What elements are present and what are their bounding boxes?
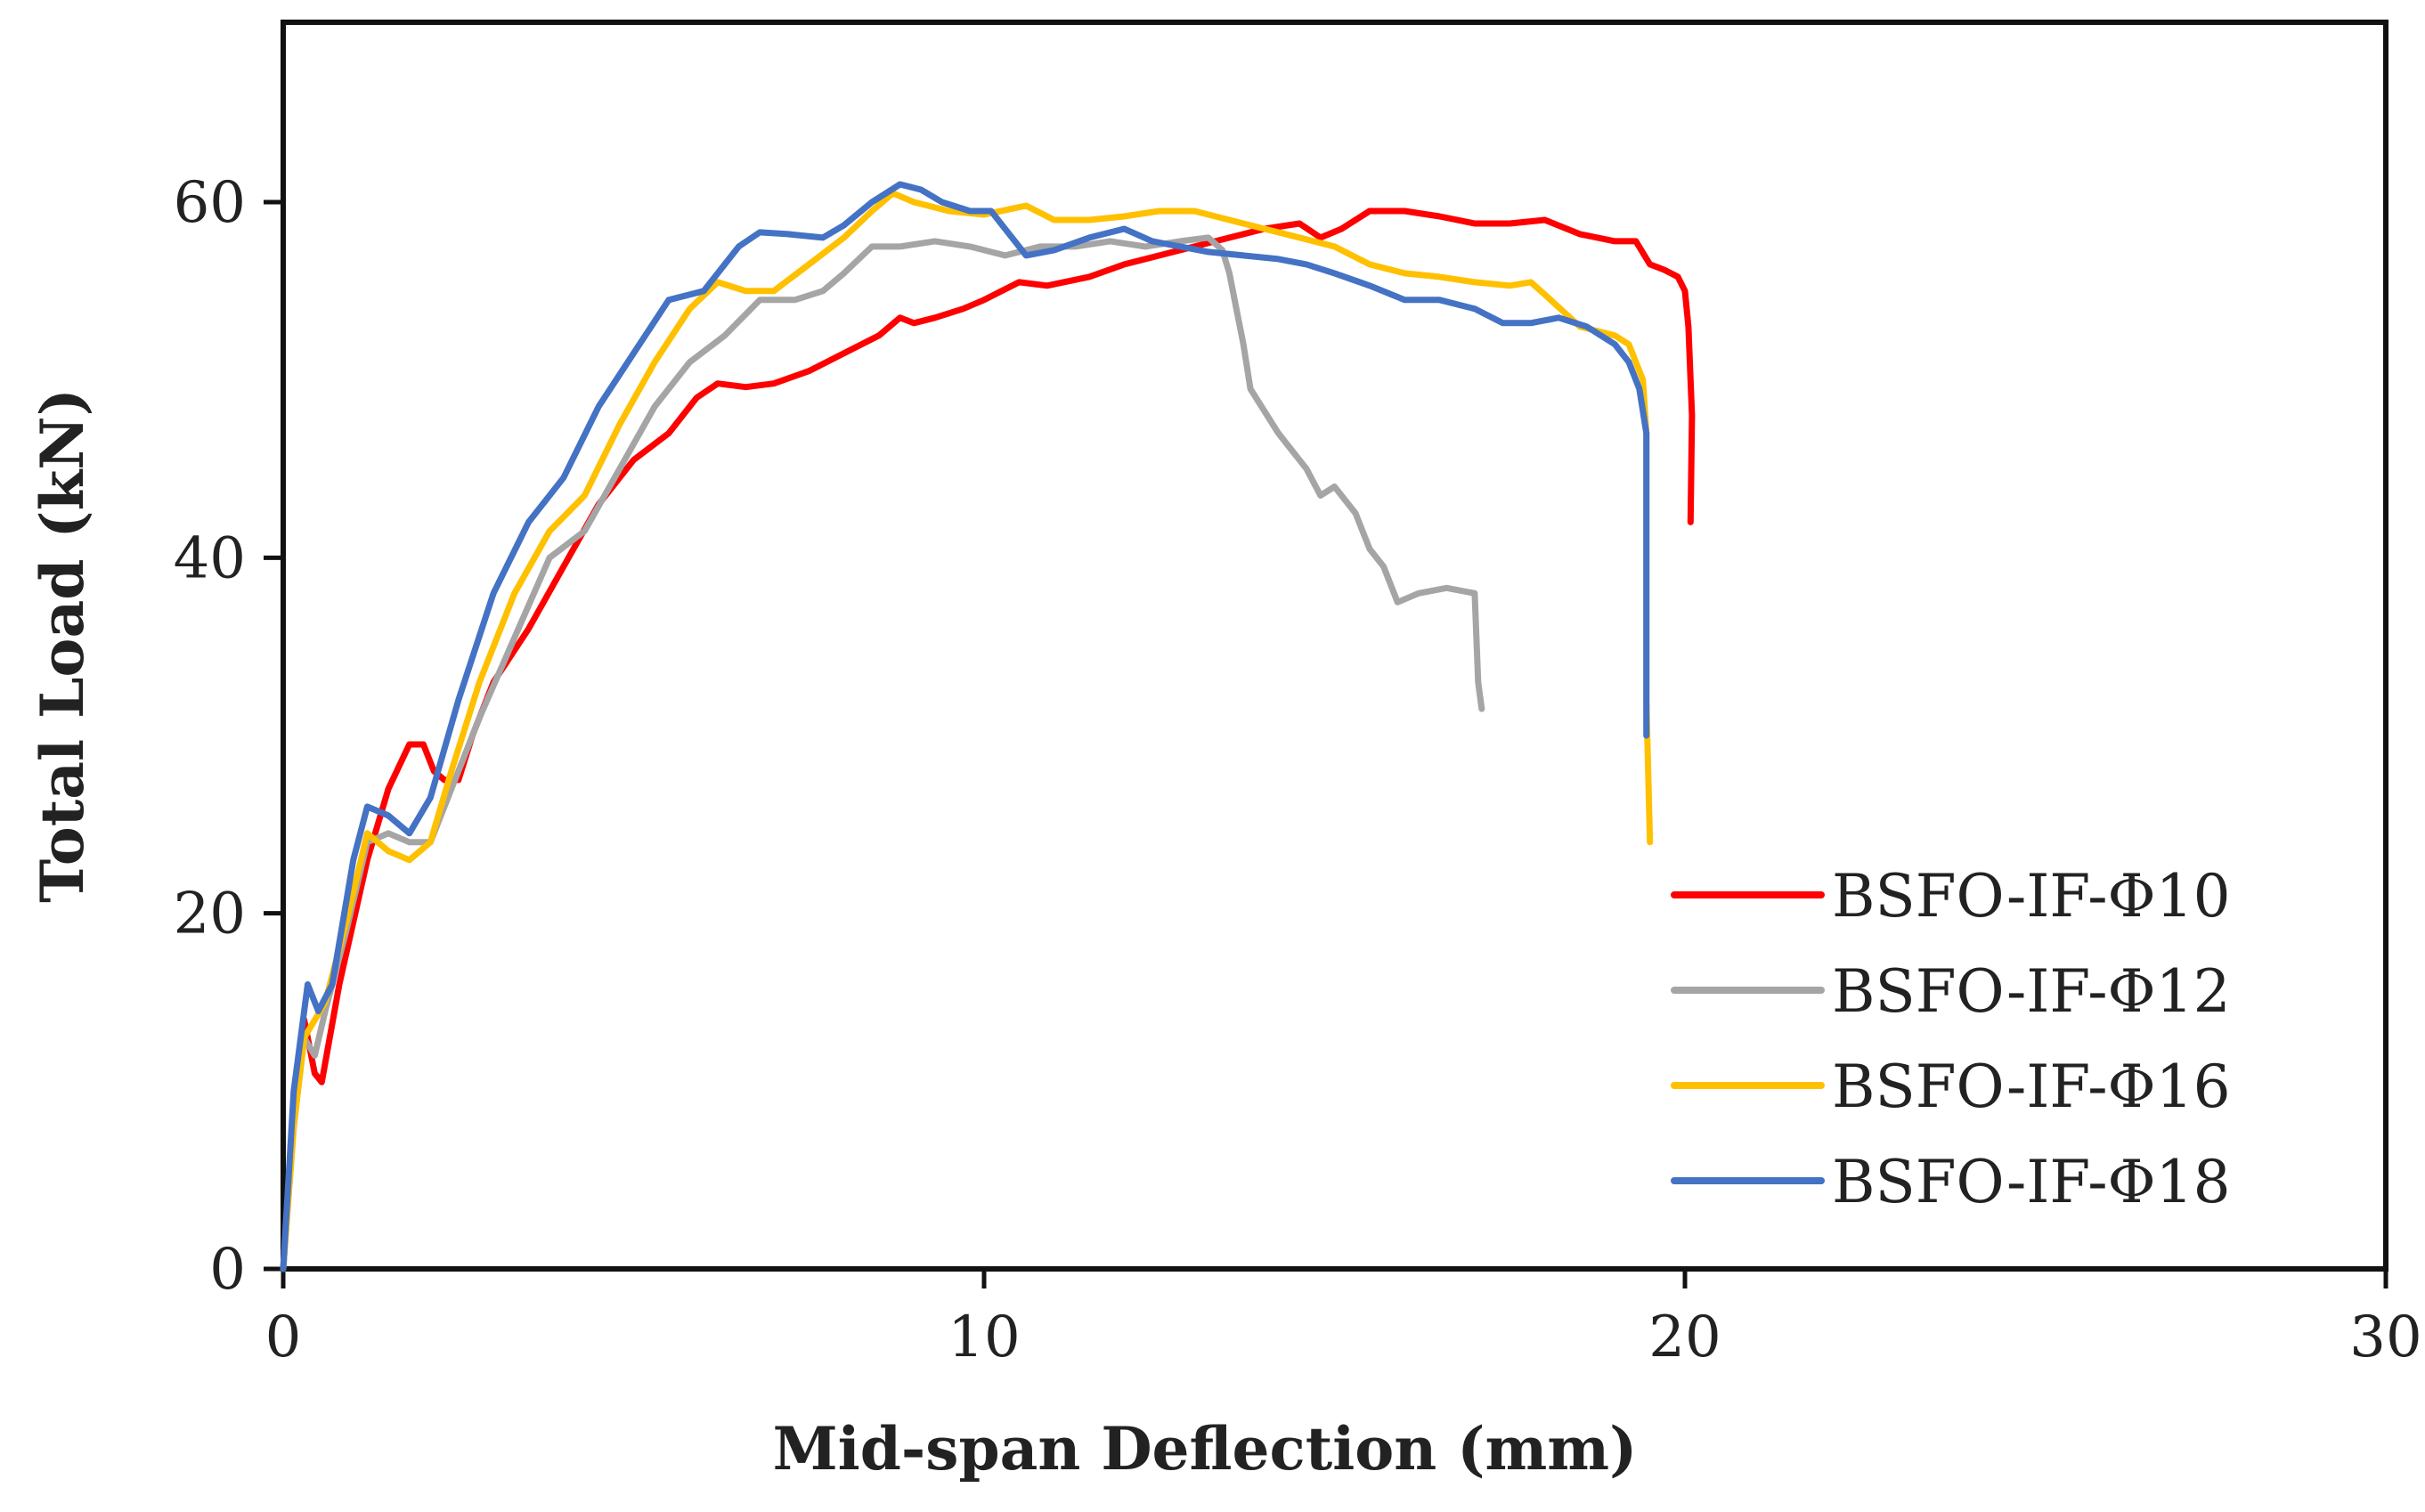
x-axis-ticks: 0 10 20 30 xyxy=(265,1269,2422,1370)
y-tick-label: 60 xyxy=(174,170,246,236)
x-tick-label: 0 xyxy=(265,1305,302,1370)
x-tick-label: 20 xyxy=(1648,1305,1721,1370)
legend-label: BSFO-IF-Φ10 xyxy=(1832,862,2231,931)
series-lines xyxy=(280,181,1696,1272)
x-tick-label: 10 xyxy=(948,1305,1020,1370)
series-line-3 xyxy=(280,190,1654,1272)
x-tick-label: 30 xyxy=(2349,1305,2421,1370)
y-tick-label: 0 xyxy=(209,1237,246,1303)
legend-label: BSFO-IF-Φ18 xyxy=(1832,1148,2231,1216)
x-axis-title: Mid-span Deflection (mm) xyxy=(773,1414,1638,1484)
y-tick-label: 20 xyxy=(174,882,246,947)
legend-label: BSFO-IF-Φ12 xyxy=(1832,957,2231,1026)
series-line-2 xyxy=(280,234,1485,1272)
series-line-4 xyxy=(280,181,1650,1272)
y-tick-label: 40 xyxy=(174,525,246,591)
legend: BSFO-IF-Φ10 BSFO-IF-Φ12 BSFO-IF-Φ16 BSFO-IF… xyxy=(1671,862,2231,1216)
legend-label: BSFO-IF-Φ16 xyxy=(1832,1053,2231,1121)
y-axis-ticks: 0 20 40 60 xyxy=(174,170,283,1303)
y-axis-title: Total Load (kN) xyxy=(28,388,97,903)
series-line-1 xyxy=(280,207,1696,1272)
